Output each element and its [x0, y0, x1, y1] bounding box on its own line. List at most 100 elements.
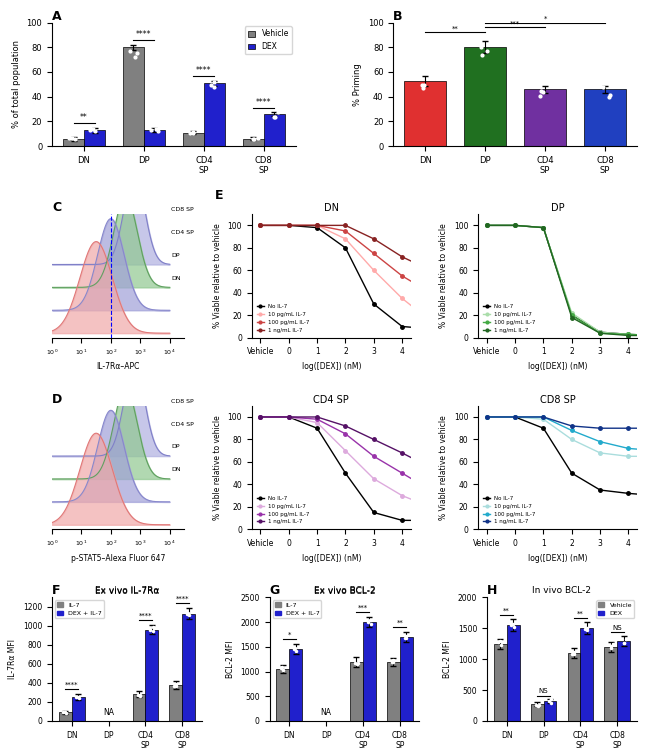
- No IL-7: [370, 508, 378, 517]
- 1 ng/mL IL-7: [370, 234, 378, 243]
- Bar: [400, 637, 413, 721]
- Text: ****: ****: [136, 30, 151, 39]
- 10 pg/mL IL-7: [625, 452, 632, 461]
- Title: CD8 SP: CD8 SP: [540, 395, 575, 405]
- 10 pg/mL IL-7: [568, 309, 576, 318]
- No IL-7: [285, 412, 292, 421]
- Text: DP: DP: [171, 253, 179, 258]
- Line: 1 ng/mL IL-7: 1 ng/mL IL-7: [485, 224, 650, 337]
- 1 ng/mL IL-7: [370, 435, 378, 444]
- No IL-7: [341, 243, 349, 252]
- Bar: [123, 47, 144, 146]
- Text: CD8 SP: CD8 SP: [171, 399, 194, 403]
- 1 ng/mL IL-7: [483, 221, 491, 230]
- 10 pg/mL IL-7: [257, 221, 265, 230]
- 1 ng/mL IL-7: [596, 424, 604, 433]
- 100 pg/mL IL-7: [455, 485, 463, 494]
- No IL-7: [426, 516, 434, 525]
- No IL-7: [313, 424, 321, 433]
- X-axis label: log([DEX]) (nM): log([DEX]) (nM): [302, 362, 361, 371]
- 10 pg/mL IL-7: [540, 415, 547, 424]
- X-axis label: p-STAT5–Alexa Fluor 647: p-STAT5–Alexa Fluor 647: [71, 554, 165, 563]
- 10 pg/mL IL-7: [511, 412, 519, 421]
- 1 ng/mL IL-7: [313, 412, 321, 421]
- No IL-7: [455, 327, 463, 336]
- 10 pg/mL IL-7: [285, 412, 292, 421]
- Bar: [144, 130, 165, 146]
- Bar: [242, 139, 264, 146]
- 1 ng/mL IL-7: [257, 221, 265, 230]
- Bar: [404, 80, 447, 146]
- Text: E: E: [214, 189, 223, 202]
- Text: NS: NS: [539, 689, 549, 695]
- Line: No IL-7: No IL-7: [259, 224, 461, 334]
- 10 pg/mL IL-7: [483, 412, 491, 421]
- Text: **: **: [396, 620, 403, 626]
- 10 pg/mL IL-7: [483, 221, 491, 230]
- Text: CD4 SP: CD4 SP: [171, 421, 194, 427]
- X-axis label: log([DEX]) (nM): log([DEX]) (nM): [528, 553, 588, 562]
- Line: 100 pg/mL IL-7: 100 pg/mL IL-7: [259, 224, 461, 294]
- 1 ng/mL IL-7: [398, 252, 406, 261]
- No IL-7: [426, 324, 434, 333]
- Bar: [618, 641, 630, 721]
- No IL-7: [625, 330, 632, 339]
- Line: 10 pg/mL IL-7: 10 pg/mL IL-7: [259, 224, 461, 326]
- 10 pg/mL IL-7: [426, 316, 434, 325]
- 1 ng/mL IL-7: [426, 266, 434, 275]
- Title: DN: DN: [324, 204, 339, 213]
- 10 pg/mL IL-7: [426, 502, 434, 511]
- 10 pg/mL IL-7: [341, 446, 349, 455]
- No IL-7: [370, 300, 378, 309]
- Text: DP: DP: [171, 445, 179, 449]
- Text: ****: ****: [138, 613, 152, 619]
- 1 ng/mL IL-7: [596, 329, 604, 338]
- Bar: [133, 695, 146, 721]
- Bar: [204, 83, 225, 146]
- 10 pg/mL IL-7: [341, 234, 349, 243]
- 100 pg/mL IL-7: [483, 221, 491, 230]
- Bar: [72, 697, 84, 721]
- 1 ng/mL IL-7: [398, 448, 406, 457]
- Text: NA: NA: [103, 707, 114, 716]
- Legend: No IL-7, 10 pg/mL IL-7, 100 pg/mL IL-7, 1 ng/mL IL-7: No IL-7, 10 pg/mL IL-7, 100 pg/mL IL-7, …: [255, 302, 311, 335]
- 1 ng/mL IL-7: [313, 221, 321, 230]
- No IL-7: [398, 322, 406, 331]
- Y-axis label: % Viable relative to vehicle: % Viable relative to vehicle: [213, 224, 222, 328]
- Bar: [183, 132, 204, 146]
- Bar: [170, 685, 182, 721]
- No IL-7: [455, 516, 463, 525]
- 100 pg/mL IL-7: [596, 329, 604, 338]
- Text: **: **: [503, 608, 510, 614]
- 100 pg/mL IL-7: [568, 311, 576, 320]
- 100 pg/mL IL-7: [341, 227, 349, 236]
- 100 pg/mL IL-7: [483, 412, 491, 421]
- 100 pg/mL IL-7: [313, 221, 321, 230]
- No IL-7: [341, 469, 349, 478]
- 1 ng/mL IL-7: [285, 412, 292, 421]
- 1 ng/mL IL-7: [426, 463, 434, 472]
- Legend: No IL-7, 10 pg/mL IL-7, 100 pg/mL IL-7, 1 ng/mL IL-7: No IL-7, 10 pg/mL IL-7, 100 pg/mL IL-7, …: [481, 302, 538, 335]
- No IL-7: [313, 223, 321, 232]
- Bar: [507, 625, 519, 721]
- Bar: [84, 130, 105, 146]
- Bar: [146, 629, 159, 721]
- Y-axis label: IL-7Rα MFI: IL-7Rα MFI: [8, 639, 18, 679]
- Text: DN: DN: [171, 276, 181, 281]
- Bar: [350, 662, 363, 721]
- Title: Ex vivo IL-7Rα: Ex vivo IL-7Rα: [95, 587, 159, 596]
- Text: ****: ****: [176, 596, 189, 602]
- 10 pg/mL IL-7: [568, 435, 576, 444]
- Text: *: *: [287, 632, 291, 638]
- No IL-7: [257, 412, 265, 421]
- 1 ng/mL IL-7: [625, 331, 632, 340]
- 100 pg/mL IL-7: [370, 452, 378, 461]
- Bar: [289, 650, 302, 721]
- 100 pg/mL IL-7: [596, 437, 604, 446]
- Text: NA: NA: [320, 707, 332, 716]
- 1 ng/mL IL-7: [341, 421, 349, 430]
- No IL-7: [511, 221, 519, 230]
- Bar: [264, 114, 285, 146]
- Text: **: **: [452, 26, 459, 32]
- Legend: Vehicle, DEX: Vehicle, DEX: [244, 26, 292, 54]
